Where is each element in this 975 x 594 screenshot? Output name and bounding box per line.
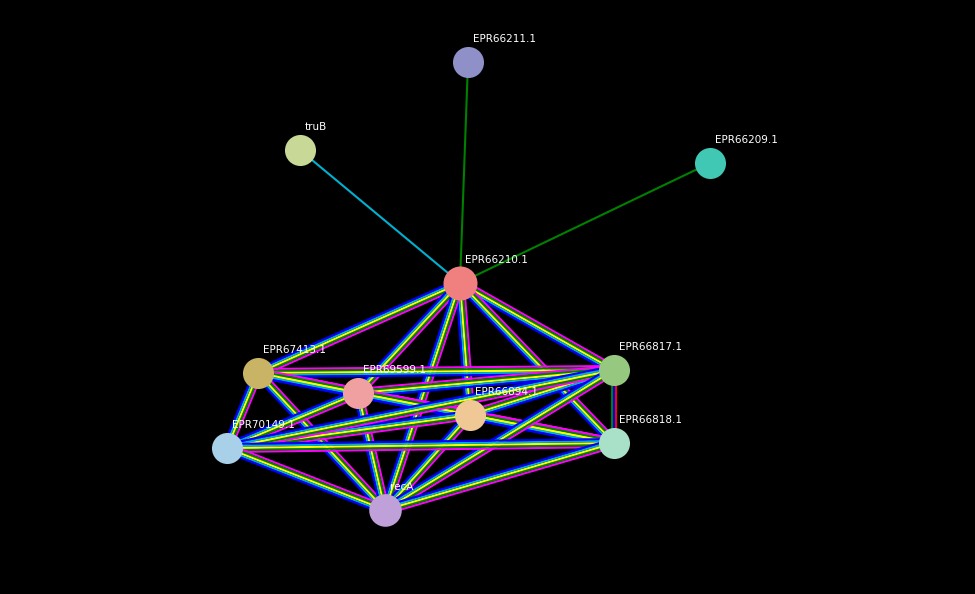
Point: [350, 388, 366, 398]
Text: EPR66818.1: EPR66818.1: [619, 415, 682, 425]
Text: truB: truB: [305, 122, 328, 132]
Text: EPR66210.1: EPR66210.1: [465, 255, 527, 265]
Text: EPR66894.1: EPR66894.1: [475, 387, 538, 397]
Text: EPR70149.1: EPR70149.1: [232, 420, 294, 430]
Text: EPR69599.1: EPR69599.1: [363, 365, 426, 375]
Text: EPR67413.1: EPR67413.1: [263, 345, 326, 355]
Text: EPR66211.1: EPR66211.1: [473, 34, 536, 44]
Point: [460, 57, 476, 67]
Point: [462, 410, 478, 420]
Point: [606, 438, 622, 448]
Text: EPR66817.1: EPR66817.1: [619, 342, 682, 352]
Point: [606, 365, 622, 375]
Text: EPR66209.1: EPR66209.1: [715, 135, 778, 145]
Point: [452, 278, 468, 287]
Point: [377, 505, 393, 515]
Text: recA: recA: [390, 482, 413, 492]
Point: [292, 146, 308, 155]
Point: [251, 368, 266, 378]
Point: [219, 443, 235, 453]
Point: [702, 158, 718, 168]
